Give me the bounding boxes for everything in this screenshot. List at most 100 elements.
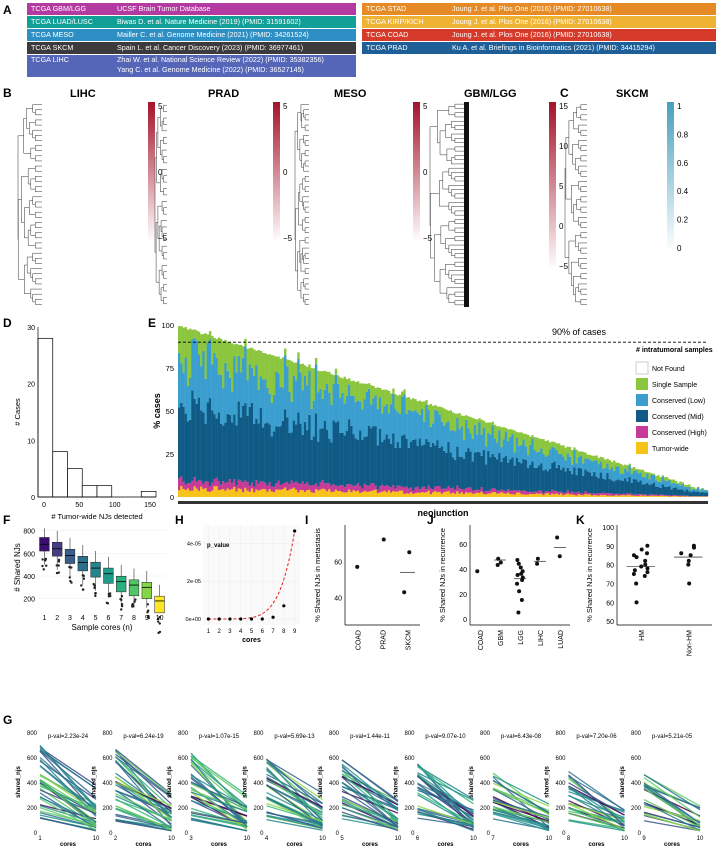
dendrogram-branch: [35, 222, 42, 228]
dendrogram-branch: [161, 245, 167, 256]
dendrogram-branch: [23, 118, 31, 154]
dendrogram-branch: [454, 261, 464, 267]
dendrogram-branch: [24, 207, 30, 239]
dendrogram-branch: [451, 120, 464, 128]
dendrogram-branch: [35, 155, 42, 162]
dendrogram-branch: [304, 186, 309, 192]
dendrogram-branch: [35, 299, 42, 305]
colorbar: [273, 102, 280, 242]
dendrogram-branch: [30, 147, 36, 159]
dendrogram-branch: [304, 176, 309, 182]
dendrogram-branch: [295, 208, 299, 272]
dendrogram-branch: [27, 168, 36, 185]
dendrogram-branch: [440, 225, 449, 244]
dendrogram-branch: [454, 125, 464, 131]
dendrogram-branch: [451, 133, 464, 141]
panel-label-e: E: [148, 316, 157, 330]
annotation-bar: [464, 102, 469, 307]
dendrogram-branch: [446, 287, 464, 299]
cohort-name: TCGA MESO: [31, 30, 74, 39]
dendrogram-branch: [303, 278, 309, 287]
dendrogram-branch: [301, 113, 306, 128]
dendrogram-branch: [445, 264, 455, 275]
panel-label-h: H: [175, 513, 184, 527]
dendrogram-branch: [163, 271, 167, 279]
dendrogram-branch: [304, 227, 309, 233]
dendrogram-branch: [442, 171, 449, 190]
dendrogram-branch: [454, 291, 464, 297]
dendrogram-branch: [161, 149, 167, 160]
dendrogram-branch: [26, 108, 33, 129]
dendrogram-branch: [35, 242, 42, 249]
cohort-name: TCGA PRAD: [366, 43, 408, 52]
dendrogram-branch: [303, 135, 309, 144]
dendrogram: [429, 103, 464, 306]
dendrogram-branch: [454, 219, 464, 224]
colorbar-tick: 0: [283, 168, 288, 177]
dendrogram-branch: [303, 255, 309, 264]
dendrogram-branch: [163, 252, 167, 260]
heatmap-title-meso: MESO: [334, 88, 367, 100]
cohort-name: TCGA GBM/LGG: [31, 4, 87, 13]
dendrogram-branch: [29, 200, 36, 215]
table-row-right: TCGA STAD Joung J. et al. Plos One (2016)…: [362, 3, 716, 15]
cohort-name: TCGA COAD: [366, 30, 409, 39]
dendrogram-branch: [304, 252, 309, 259]
dendrogram-branch: [35, 278, 42, 285]
dendrogram-branch: [163, 297, 167, 305]
dendrogram-branch: [161, 120, 167, 132]
dendrogram-branch: [304, 114, 309, 121]
dendrogram-branch: [439, 269, 447, 294]
dendrogram-branch: [163, 136, 167, 144]
colorbar-tick: −5: [283, 234, 293, 243]
dendrogram-branch: [35, 109, 42, 116]
dendrogram-branch: [301, 153, 306, 168]
dendrogram-branch: [35, 232, 42, 239]
cohort-source: Joung J. et al. Plos One (2016) (PMID: 2…: [452, 30, 612, 39]
cohort-source: Mailler C. et al. Genome Medicine (2021)…: [117, 30, 309, 39]
dendrogram-branch: [454, 176, 464, 182]
dendrogram-branch: [29, 122, 36, 135]
dendrogram-branch: [302, 219, 306, 231]
table-row-right: TCGA COAD Joung J. et al. Plos One (2016)…: [362, 29, 716, 41]
dendrogram-branch: [24, 264, 31, 294]
dendrogram-branch: [163, 284, 167, 292]
dendrogram-branch: [454, 227, 464, 233]
heatmap-title-gbm-lgg: GBM/LGG: [464, 88, 517, 100]
dendrogram-branch: [303, 293, 309, 303]
dendrogram-branch: [299, 183, 303, 202]
dendrogram-branch: [163, 117, 167, 125]
dendrogram-branch: [163, 156, 167, 164]
dendrogram-branch: [35, 119, 42, 126]
cohort-source: Joung J. et al. Plos One (2016) (PMID: 2…: [452, 17, 612, 26]
dendrogram-branch: [304, 283, 309, 290]
cohort-name: TCGA KIRP/KICH: [366, 17, 424, 26]
dendrogram-branch: [35, 211, 42, 218]
dendrogram-branch: [304, 237, 309, 244]
table-row-left: TCGA MESO Mailler C. et al. Genome Medici…: [27, 29, 356, 41]
dendrogram-branch: [32, 196, 42, 205]
dendrogram-branch: [30, 224, 36, 236]
dendrogram-branch: [437, 110, 449, 144]
dendrogram-branch: [163, 104, 167, 112]
dendrogram-branch: [439, 180, 449, 207]
dendrogram-branch: [304, 160, 309, 167]
colorbar: [413, 102, 420, 242]
dendrogram-branch: [304, 150, 309, 157]
dendrogram-branch: [304, 140, 309, 146]
panel-label-d: D: [3, 316, 12, 330]
cohort-source: Biwas D. et al. Nature Medicine (2019) (…: [117, 17, 301, 26]
table-row-right: TCGA KIRP/KICH Joung J. et al. Plos One (…: [362, 16, 716, 28]
heatmap-title-prad: PRAD: [208, 88, 240, 100]
dendrogram-branch: [304, 206, 309, 213]
dendrogram-branch: [454, 236, 464, 242]
dendrogram-branch: [156, 132, 161, 184]
dendrogram-branch: [303, 163, 309, 172]
dendrogram-branch: [32, 129, 42, 139]
dendrogram-branch: [154, 157, 157, 253]
table-row-left: TCGA SKCM Spain L. et al. Cancer Discover…: [27, 42, 356, 54]
panel-label-k: K: [576, 513, 585, 527]
colorbar-tick: 5: [158, 102, 163, 111]
dendrogram-branch: [303, 201, 309, 210]
cohort-source: Ku A. et al. Briefings in Bioinformatics…: [452, 43, 655, 52]
